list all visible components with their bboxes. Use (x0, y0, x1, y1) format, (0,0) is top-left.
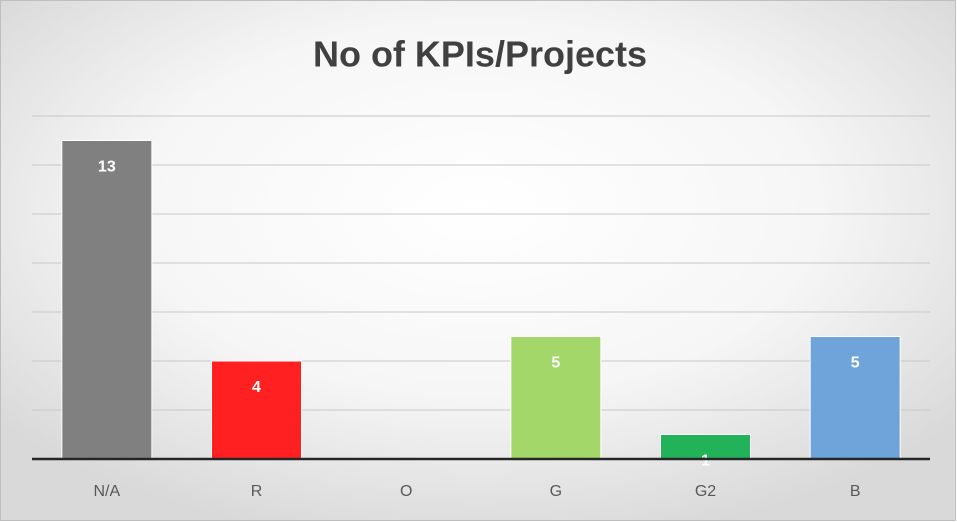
x-tick-label: N/A (93, 483, 120, 500)
bar (809, 336, 901, 460)
data-label: 4 (252, 379, 261, 396)
data-label: 5 (851, 355, 860, 372)
x-tick-label: G (550, 483, 562, 500)
x-tick-label: O (400, 483, 412, 500)
bar (61, 140, 153, 460)
bar (211, 360, 302, 460)
x-tick-label: B (850, 483, 861, 500)
x-tick-label: G2 (695, 483, 716, 500)
data-label: 1 (701, 453, 710, 470)
data-label: 13 (98, 159, 116, 176)
x-tick-label: R (251, 483, 263, 500)
chart-title: No of KPIs/Projects (313, 34, 647, 75)
bar (510, 336, 602, 460)
data-label: 5 (551, 355, 560, 372)
bar (660, 434, 751, 460)
